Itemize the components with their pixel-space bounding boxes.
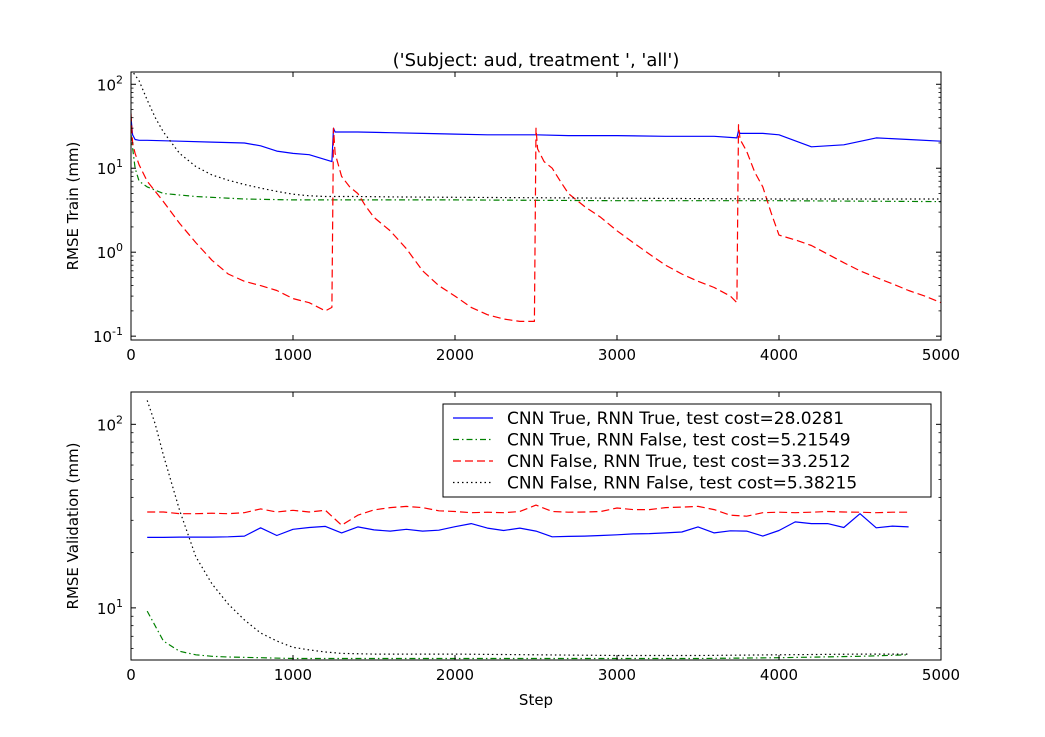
- legend-entry-rnn_only: CNN False, RNN True, test cost=33.2512: [453, 452, 851, 472]
- train-xtick-label: 5000: [922, 346, 960, 364]
- chart-title: ('Subject: aud, treatment ', 'all'): [393, 50, 680, 71]
- legend-label: CNN True, RNN True, test cost=28.0281: [507, 409, 844, 429]
- legend-label: CNN False, RNN False, test cost=5.38215: [507, 474, 857, 494]
- validation-ylabel: RMSE Validation (mm): [64, 443, 82, 610]
- validation-line-cnn_rnn: [147, 513, 909, 539]
- legend-label: CNN False, RNN True, test cost=33.2512: [507, 452, 851, 472]
- validation-ytick-label: 101: [97, 597, 123, 618]
- train-line-rnn_only: [131, 113, 941, 322]
- train-xtick-label: 0: [126, 346, 136, 364]
- train-line-cnn_only: [131, 134, 941, 203]
- train-ylabel: RMSE Train (mm): [64, 142, 82, 271]
- legend-entry-cnn_only: CNN True, RNN False, test cost=5.21549: [453, 431, 851, 451]
- legend-entry-cnn_rnn: CNN True, RNN True, test cost=28.0281: [453, 409, 844, 429]
- train-ytick-label: 101: [97, 157, 123, 178]
- train-axes: 0 1000 2000 3000 4000 5000 102 101 100 10-1 RMSE T…: [64, 71, 960, 364]
- validation-xtick-label: 3000: [598, 666, 636, 684]
- validation-xtick-label: 0: [126, 666, 136, 684]
- legend-label: CNN True, RNN False, test cost=5.21549: [507, 431, 851, 451]
- legend-entry-baseline: CNN False, RNN False, test cost=5.38215: [453, 474, 857, 494]
- validation-line-cnn_only: [146, 610, 909, 660]
- validation-series: [146, 400, 909, 660]
- legend: CNN True, RNN True, test cost=28.0281CNN…: [442, 403, 932, 498]
- validation-ytick-minor: [131, 432, 941, 649]
- train-xtick-label: 4000: [760, 346, 798, 364]
- validation-xtick-label: 4000: [760, 666, 798, 684]
- train-ytick-label: 100: [97, 241, 123, 262]
- legend-box: [442, 403, 932, 498]
- validation-xlabel: Step: [519, 691, 553, 709]
- validation-xtick-label: 5000: [922, 666, 960, 684]
- train-xtick-label: 2000: [436, 346, 474, 364]
- validation-xtick-label: 1000: [274, 666, 312, 684]
- train-ytick-label: 10-1: [93, 325, 123, 346]
- train-series: [131, 72, 941, 322]
- train-xtick-label: 1000: [274, 346, 312, 364]
- train-ytick-label: 102: [97, 73, 123, 94]
- validation-axes-frame: [130, 391, 942, 661]
- validation-ytick-label: 102: [97, 413, 123, 434]
- train-ytick-minor: [131, 87, 941, 341]
- validation-axes: 0 1000 2000 3000 4000 5000 102 101 RMSE Validati…: [64, 391, 960, 709]
- train-xtick-label: 3000: [598, 346, 636, 364]
- train-axes-frame: [130, 71, 942, 341]
- train-line-baseline: [132, 72, 941, 200]
- validation-line-rnn_only: [147, 504, 909, 526]
- train-line-cnn_rnn: [131, 117, 941, 163]
- validation-xtick-label: 2000: [436, 666, 474, 684]
